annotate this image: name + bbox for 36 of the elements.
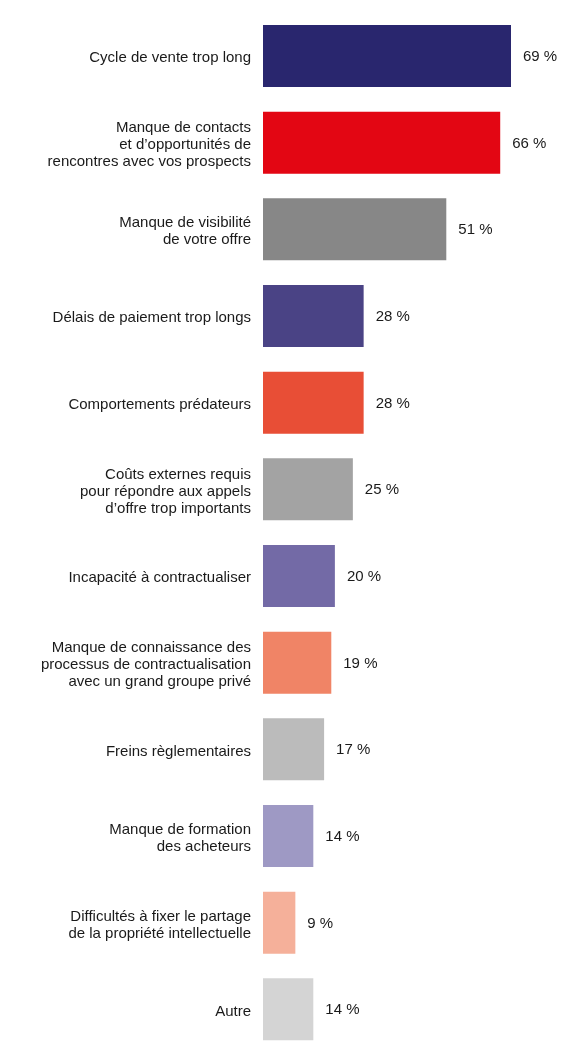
y-tick-label: Manque de connaissance des processus de contractualisation avec un grand groupe privé xyxy=(40,637,251,689)
y-tick-label: Manque de formation des acheteurs xyxy=(109,819,251,854)
bar xyxy=(263,805,314,867)
y-tick-label: Difficultés à fixer le partage de la propriété intellectuelle xyxy=(68,906,251,940)
y-tick-label: Comportements prédateurs xyxy=(68,394,251,412)
bar xyxy=(263,371,364,434)
data-label: 51 % xyxy=(458,220,493,238)
y-tick-label: Coûts externes requis pour répondre aux appels d’offre trop importants xyxy=(80,464,251,516)
bar xyxy=(263,631,332,694)
y-tick-label: Incapacité à contractualiser xyxy=(68,567,251,585)
bar xyxy=(263,545,335,607)
bar xyxy=(263,458,353,521)
bar xyxy=(263,198,447,261)
data-label: 20 % xyxy=(346,567,382,584)
y-tick-label: Manque de contacts et d’opportunités de rencontres avec vos prospects xyxy=(47,117,251,169)
bar xyxy=(263,891,296,954)
data-label: 14 % xyxy=(325,1000,360,1018)
data-label: 66 % xyxy=(512,133,547,151)
data-label: 19 % xyxy=(343,653,378,671)
bar xyxy=(263,25,511,87)
data-label: 14 % xyxy=(325,827,360,844)
data-label: 25 % xyxy=(364,480,400,498)
data-label: 28 % xyxy=(375,393,410,411)
data-label: 9 % xyxy=(307,913,334,931)
data-label: 17 % xyxy=(336,740,371,758)
y-tick-label: Cycle de vente trop long xyxy=(89,47,251,65)
y-tick-label: Manque de visibilité de votre offre xyxy=(119,212,251,247)
bar xyxy=(263,285,364,347)
data-label: 69 % xyxy=(523,47,558,64)
y-tick-label: Délais de paiement trop longs xyxy=(52,307,251,325)
y-tick-label: Autre xyxy=(215,1001,251,1019)
y-tick-label: Freins règlementaires xyxy=(105,741,251,759)
bar xyxy=(263,111,501,174)
data-label: 28 % xyxy=(375,307,410,324)
bar xyxy=(263,718,325,781)
bar xyxy=(263,978,314,1041)
